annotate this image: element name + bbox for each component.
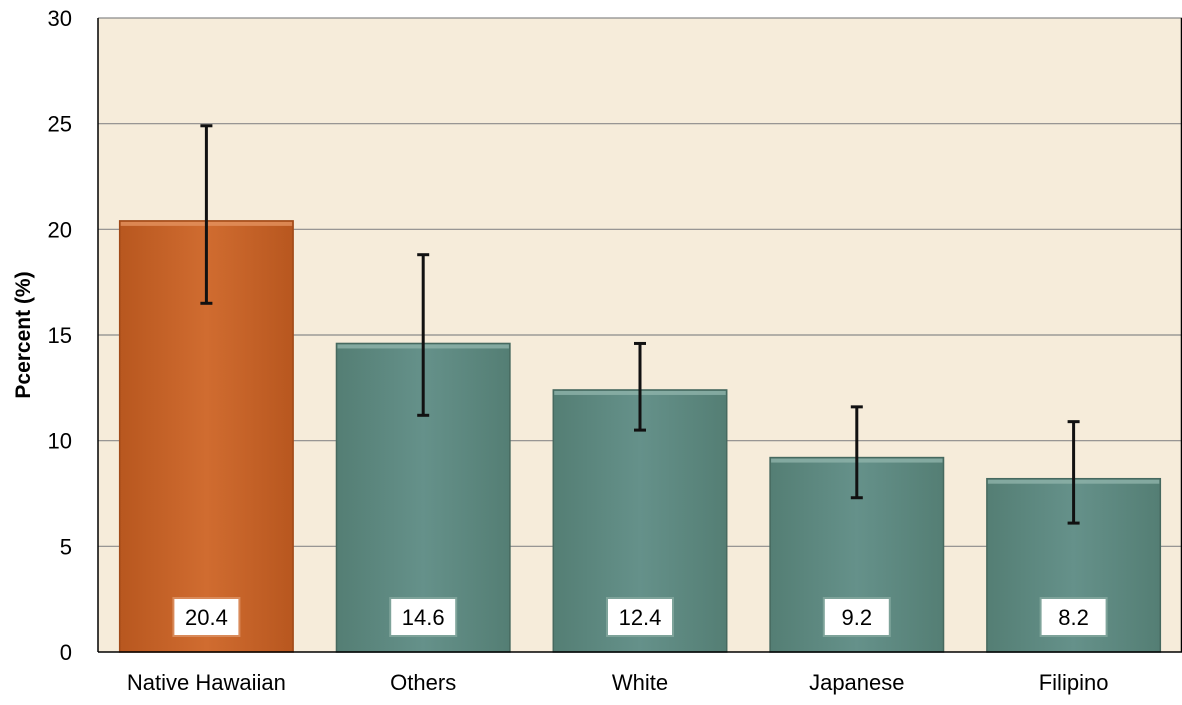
- data-label: 14.6: [402, 605, 445, 630]
- y-tick-label: 25: [48, 112, 72, 137]
- data-label-box: [389, 597, 458, 637]
- data-label: 8.2: [1058, 605, 1089, 630]
- y-tick-label: 10: [48, 429, 72, 454]
- x-tick-label: White: [612, 670, 668, 695]
- data-label-box: [172, 597, 241, 637]
- data-label-box: [822, 597, 891, 637]
- y-axis-label: Pcercent (%): [12, 271, 35, 398]
- data-label: 12.4: [619, 605, 662, 630]
- y-tick-label: 0: [60, 640, 72, 665]
- y-tick-label: 5: [60, 534, 72, 559]
- x-tick-label: Others: [390, 670, 456, 695]
- data-label-box: [1039, 597, 1108, 637]
- data-label: 9.2: [842, 605, 873, 630]
- x-tick-label: Native Hawaiian: [127, 670, 286, 695]
- y-tick-label: 20: [48, 217, 72, 242]
- y-tick-label: 15: [48, 323, 72, 348]
- y-tick-label: 30: [48, 6, 72, 31]
- error-bars: [200, 124, 1080, 525]
- x-tick-label: Filipino: [1039, 670, 1109, 695]
- x-tick-label: Japanese: [809, 670, 904, 695]
- data-label-box: [606, 597, 674, 637]
- data-label: 20.4: [185, 605, 228, 630]
- data-labels: 20.4 14.6 12.4 9.2 8.2: [172, 597, 1108, 637]
